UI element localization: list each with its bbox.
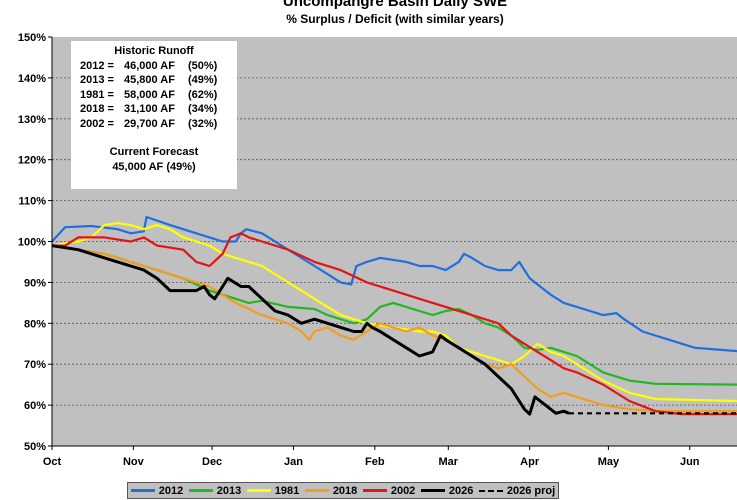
y-tick-label: 80% bbox=[24, 318, 46, 330]
runoff-cell: 2002 = bbox=[80, 117, 114, 130]
runoff-cell: (50%) bbox=[188, 59, 218, 72]
runoff-cell: 46,000 AF bbox=[124, 59, 175, 72]
legend-item: 2026 bbox=[420, 484, 474, 497]
legend-item: 2018 bbox=[304, 484, 358, 497]
x-tick-label: Mar bbox=[439, 456, 459, 468]
runoff-cell: 45,800 AF bbox=[124, 74, 175, 86]
legend-label: 2018 bbox=[332, 484, 358, 497]
legend-item: 2002 bbox=[362, 484, 416, 497]
x-tick-label: Apr bbox=[520, 456, 540, 468]
forecast-heading: Current Forecast bbox=[109, 146, 199, 158]
y-tick-label: 70% bbox=[24, 359, 46, 371]
y-tick-label: 130% bbox=[18, 114, 46, 126]
series-line-2026 bbox=[51, 244, 570, 416]
legend-swatch bbox=[188, 489, 213, 492]
legend-label: 2002 bbox=[390, 484, 416, 497]
y-tick-label: 120% bbox=[18, 155, 46, 167]
legend-label: 2026 proj bbox=[506, 484, 556, 497]
runoff-row: 2002 = 29,700 AF (32%) bbox=[71, 117, 237, 132]
legend-swatch bbox=[130, 489, 155, 492]
legend-item: 1981 bbox=[246, 484, 300, 497]
y-tick-label: 140% bbox=[18, 73, 46, 85]
legend-item: 2013 bbox=[188, 484, 242, 497]
series-line-2012 bbox=[51, 215, 737, 353]
chart-title: Uncompangre Basin Daily SWE bbox=[283, 0, 507, 10]
forecast-value: 45,000 AF (49%) bbox=[112, 160, 196, 173]
legend-swatch bbox=[362, 489, 387, 492]
runoff-row: 2018 = 31,100 AF (34%) bbox=[71, 102, 237, 117]
runoff-cell: 2012 = bbox=[80, 59, 114, 72]
runoff-row: 1981 = 58,000 AF (62%) bbox=[71, 88, 237, 103]
y-tick-label: 60% bbox=[24, 400, 46, 412]
x-tick-label: Oct bbox=[43, 456, 62, 468]
legend-label: 2012 bbox=[158, 484, 184, 497]
x-tick-label: Jun bbox=[680, 456, 700, 468]
legend: 2012 2013 1981 2018 2002 2026 2026 proj bbox=[127, 482, 559, 499]
runoff-cell: (34%) bbox=[188, 103, 218, 115]
runoff-cell: (62%) bbox=[188, 88, 218, 101]
runoff-cell: 29,700 AF bbox=[124, 117, 175, 130]
y-tick-label: 90% bbox=[24, 277, 46, 289]
series-line-2018 bbox=[51, 244, 737, 413]
legend-swatch bbox=[420, 489, 445, 492]
legend-swatch bbox=[246, 489, 271, 492]
y-tick-label: 150% bbox=[18, 32, 46, 44]
runoff-cell: 31,100 AF bbox=[124, 103, 175, 115]
x-tick-label: Nov bbox=[123, 456, 145, 468]
runoff-cell: 2013 = bbox=[80, 74, 114, 86]
legend-item: 2012 bbox=[130, 484, 184, 497]
series-line-1981 bbox=[51, 222, 737, 403]
legend-swatch bbox=[304, 489, 329, 492]
y-tick-label: 100% bbox=[18, 237, 46, 249]
y-tick-label: 50% bbox=[24, 441, 46, 453]
legend-swatch bbox=[478, 489, 503, 492]
runoff-row: 2012 = 46,000 AF (50%) bbox=[71, 59, 237, 74]
annotation-heading: Historic Runoff bbox=[114, 45, 194, 57]
legend-item: 2026 proj bbox=[478, 484, 556, 497]
runoff-row: 2013 = 45,800 AF (49%) bbox=[71, 73, 237, 88]
runoff-cell: (49%) bbox=[188, 74, 218, 86]
x-tick-label: Jan bbox=[284, 456, 303, 468]
legend-label: 2013 bbox=[216, 484, 242, 497]
x-tick-label: Dec bbox=[202, 456, 222, 468]
x-tick-label: May bbox=[598, 456, 620, 468]
series-line-2002 bbox=[52, 232, 737, 416]
runoff-cell: 2018 = bbox=[80, 103, 114, 115]
runoff-annotation-box: Historic Runoff 2012 = 46,000 AF (50%) 2013… bbox=[71, 41, 237, 189]
legend-label: 2026 bbox=[448, 484, 474, 497]
chart-subtitle: % Surplus / Deficit (with similar years) bbox=[286, 12, 503, 26]
runoff-cell: (32%) bbox=[188, 117, 218, 130]
runoff-cell: 1981 = bbox=[80, 88, 114, 101]
legend-label: 1981 bbox=[274, 484, 300, 497]
runoff-cell: 58,000 AF bbox=[124, 88, 175, 101]
y-tick-label: 110% bbox=[18, 196, 46, 208]
x-tick-label: Feb bbox=[365, 456, 385, 468]
